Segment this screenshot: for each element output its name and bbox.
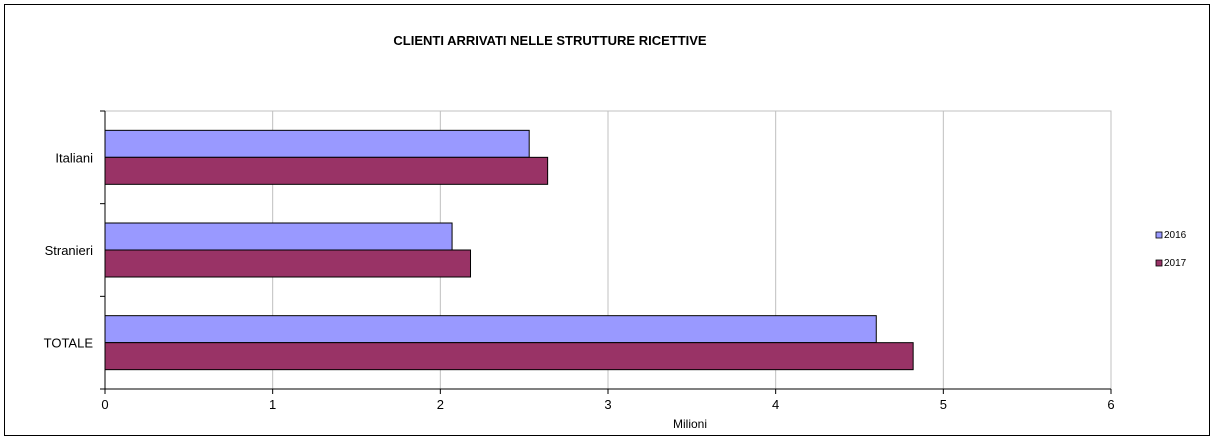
bar-italiani-2016 [104,129,530,158]
x-tick-label-1: 1 [269,397,276,412]
chart-title: CLIENTI ARRIVATI NELLE STRUTTURE RICETTI… [393,33,707,48]
y-tick-label-italiani: Italiani [55,150,93,165]
y-tick-label-totale: TOTALE [44,336,94,351]
bar-totale-2016 [104,315,877,344]
x-tick-label-4: 4 [772,397,779,412]
legend-swatch-2017 [1155,259,1163,267]
axes [100,110,1112,394]
x-tick-label-0: 0 [101,397,108,412]
x-tick-label-6: 6 [1107,397,1114,412]
x-tick-label-3: 3 [604,397,611,412]
x-axis-label: Milioni [673,417,707,431]
bars [104,129,914,371]
tick-labels: 0 1 2 3 4 5 6 Italiani Stranieri TOTALE [44,150,1115,412]
bar-totale-2017 [104,342,914,371]
legend: 2016 2017 [1155,230,1187,269]
y-tick-label-stranieri: Stranieri [45,243,94,258]
legend-swatch-2016 [1155,231,1163,239]
x-tick-label-5: 5 [940,397,947,412]
bar-stranieri-2017 [104,249,472,278]
bar-italiani-2017 [104,156,549,185]
legend-label-2017: 2017 [1164,258,1187,269]
legend-label-2016: 2016 [1164,230,1187,241]
x-tick-label-2: 2 [437,397,444,412]
bar-stranieri-2016 [104,222,453,251]
